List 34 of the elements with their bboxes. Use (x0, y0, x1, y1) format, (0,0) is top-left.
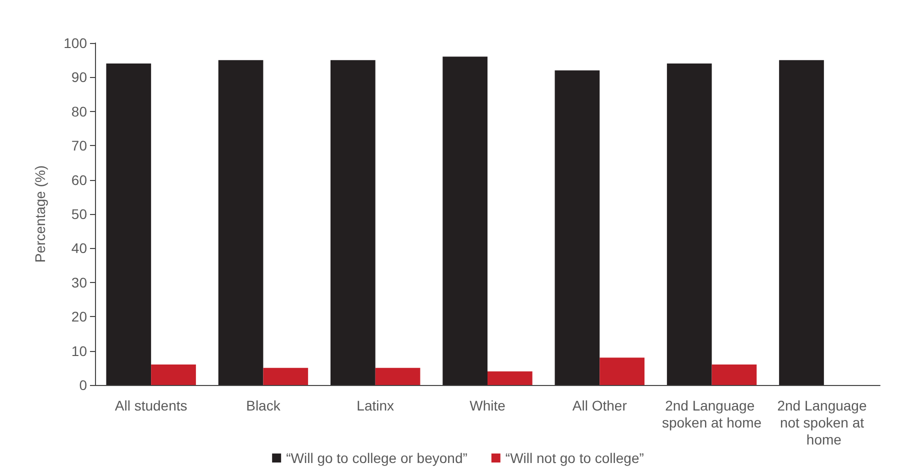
y-axis-title: Percentage (%) (32, 165, 48, 263)
y-tick-label: 80 (71, 103, 88, 120)
bar (779, 60, 824, 385)
x-tick-label: White (470, 398, 506, 414)
bar (554, 70, 600, 385)
bar (666, 64, 712, 385)
x-tick-label: Black (246, 398, 282, 414)
y-tick-label: 50 (71, 206, 88, 222)
legend-label: “Will go to college or beyond” (286, 450, 468, 466)
x-tick-label: 2nd Language not spoken at home (777, 398, 871, 448)
y-tick-label: 30 (71, 274, 88, 290)
bar (151, 364, 196, 385)
bar (330, 60, 376, 385)
y-tick-label: 70 (71, 138, 88, 154)
bar (442, 56, 488, 385)
bar (263, 368, 308, 385)
bar (600, 358, 644, 385)
bar (106, 64, 152, 385)
x-tick-label: 2nd Language spoken at home (662, 398, 762, 430)
x-tick-label: Latinx (356, 398, 394, 414)
y-tick-label: 40 (71, 240, 88, 256)
bar (218, 60, 264, 385)
y-tick-label: 20 (71, 308, 88, 325)
y-tick-label: 100 (64, 35, 88, 51)
y-tick-label: 0 (79, 377, 88, 393)
bar (712, 364, 757, 385)
x-tick-label: All Other (572, 398, 628, 414)
bar (488, 371, 532, 385)
y-tick-label: 10 (71, 342, 88, 359)
x-tick-label: All students (114, 398, 188, 414)
y-tick-label: 90 (71, 69, 88, 86)
bar (375, 368, 420, 385)
legend-label: “Will not go to college” (505, 450, 644, 466)
y-tick-label: 60 (71, 172, 88, 188)
